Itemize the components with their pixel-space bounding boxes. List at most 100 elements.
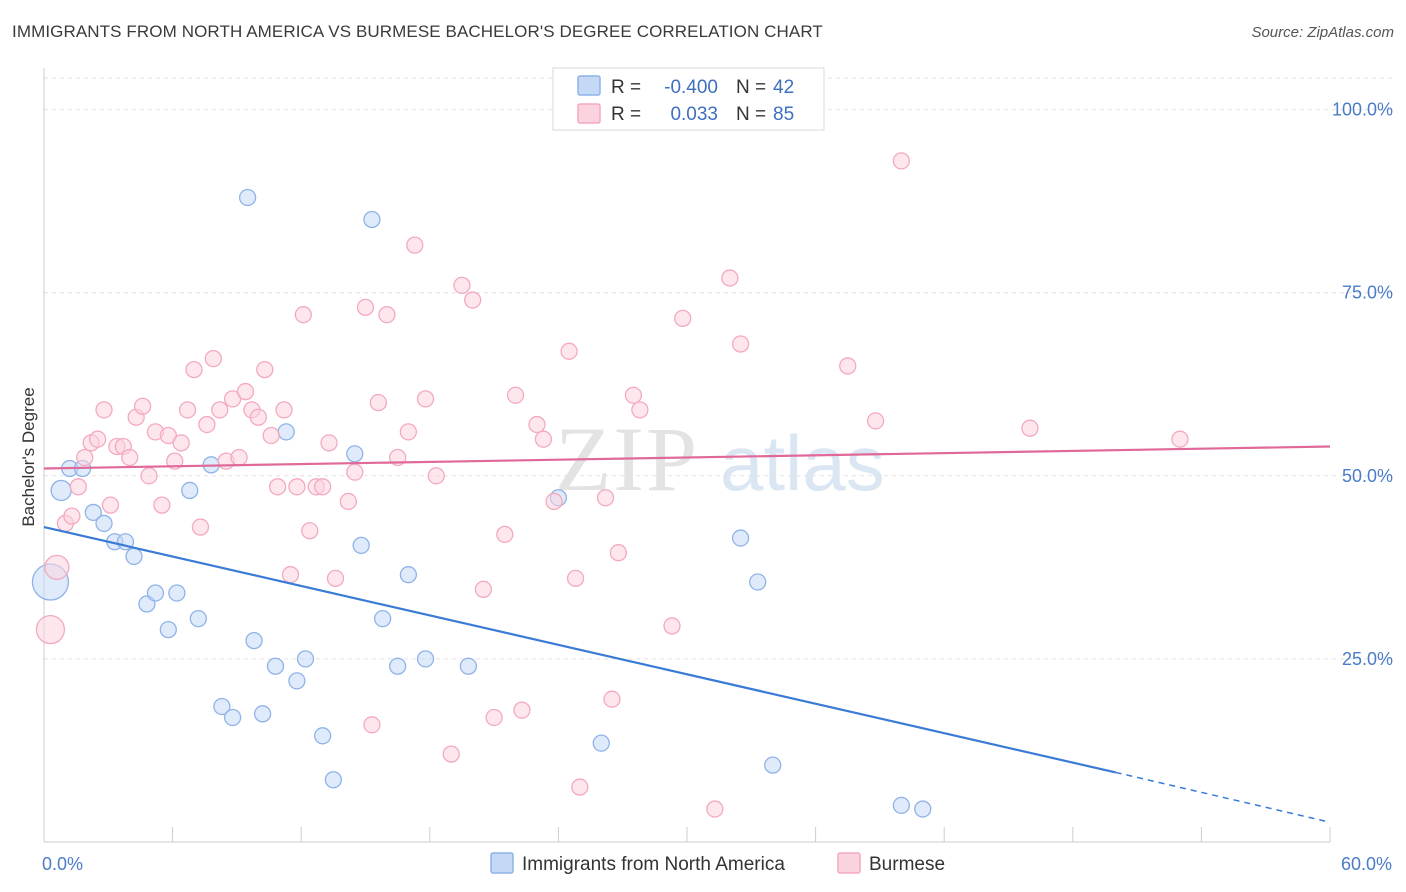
data-point bbox=[223, 708, 242, 727]
data-point bbox=[513, 701, 531, 719]
data-point bbox=[1171, 430, 1189, 448]
chart-source: Source: ZipAtlas.com bbox=[1251, 24, 1394, 41]
trend-line-burmese bbox=[43, 445, 1331, 470]
data-point bbox=[346, 463, 364, 481]
data-point bbox=[474, 580, 493, 598]
data-point bbox=[609, 544, 628, 562]
data-point bbox=[44, 554, 70, 581]
legend-n-value-pink: 85 bbox=[773, 104, 794, 125]
data-point bbox=[663, 617, 681, 635]
trend-line-immigrants-extension bbox=[1115, 771, 1331, 823]
data-point bbox=[346, 445, 364, 463]
data-point bbox=[363, 716, 381, 734]
y-axis-title: Bachelor's Degree bbox=[19, 387, 38, 526]
data-point bbox=[839, 357, 857, 375]
legend-box: R = -0.400 N = 42 R = 0.033 N = 85 bbox=[552, 67, 825, 131]
legend-swatch-blue bbox=[577, 75, 601, 96]
data-point bbox=[603, 690, 621, 708]
data-point bbox=[506, 386, 525, 404]
data-point bbox=[178, 401, 197, 419]
data-point bbox=[69, 478, 87, 496]
data-point bbox=[268, 478, 287, 496]
series-burmese-points bbox=[35, 152, 1189, 818]
data-point bbox=[159, 426, 177, 445]
data-point bbox=[185, 360, 203, 379]
x-tick-marks bbox=[43, 827, 1331, 842]
trend-line-immigrants bbox=[43, 526, 1116, 774]
data-point bbox=[313, 727, 332, 745]
data-point bbox=[230, 448, 248, 467]
data-point bbox=[731, 335, 750, 353]
legend-r-label-blue: R = bbox=[611, 77, 641, 98]
data-point bbox=[339, 492, 358, 511]
data-point bbox=[301, 522, 319, 540]
data-point bbox=[674, 309, 692, 327]
data-point bbox=[363, 210, 381, 229]
data-point bbox=[296, 650, 315, 668]
data-point bbox=[277, 423, 295, 441]
data-point bbox=[191, 518, 210, 536]
data-point bbox=[211, 401, 229, 419]
data-point bbox=[592, 734, 610, 752]
data-point bbox=[416, 390, 435, 408]
data-point bbox=[262, 426, 280, 445]
series-immigrants-points bbox=[31, 188, 932, 818]
data-point bbox=[313, 478, 332, 496]
data-point bbox=[275, 401, 293, 419]
data-point bbox=[596, 489, 615, 507]
data-point bbox=[369, 393, 388, 412]
data-point bbox=[204, 349, 222, 368]
data-point bbox=[213, 697, 231, 716]
x-tick-label-min: 0.0% bbox=[42, 854, 83, 874]
legend-r-label-pink: R = bbox=[611, 104, 641, 125]
data-point bbox=[153, 496, 171, 514]
data-point bbox=[624, 386, 643, 404]
data-point bbox=[545, 492, 563, 511]
data-point bbox=[121, 448, 139, 467]
data-point bbox=[146, 584, 165, 602]
data-point bbox=[63, 507, 81, 525]
y-tick-label: 50.0% bbox=[1342, 466, 1393, 486]
legend-r-value-blue: -0.400 bbox=[664, 77, 718, 98]
legend-n-value-blue: 42 bbox=[773, 77, 794, 98]
chart-title: IMMIGRANTS FROM NORTH AMERICA VS BURMESE… bbox=[12, 22, 823, 41]
data-point bbox=[459, 657, 478, 675]
data-point bbox=[892, 796, 910, 815]
data-point bbox=[324, 771, 343, 789]
data-point bbox=[84, 503, 102, 522]
data-point bbox=[378, 306, 396, 324]
data-point bbox=[914, 800, 932, 818]
data-point bbox=[253, 705, 272, 723]
data-point bbox=[399, 566, 418, 584]
data-point bbox=[566, 569, 585, 587]
data-point bbox=[50, 479, 72, 502]
trend-lines bbox=[43, 445, 1331, 823]
data-point bbox=[236, 382, 255, 401]
data-point bbox=[706, 800, 724, 818]
data-point bbox=[198, 415, 216, 434]
data-point bbox=[249, 408, 267, 426]
bottom-legend-label-blue: Immigrants from North America bbox=[522, 854, 785, 875]
data-point bbox=[571, 778, 589, 796]
data-point bbox=[721, 269, 739, 287]
y-tick-label: 100.0% bbox=[1332, 100, 1393, 120]
data-point bbox=[288, 672, 306, 690]
legend-n-label-blue: N = bbox=[736, 77, 766, 98]
bottom-legend-label-pink: Burmese bbox=[869, 854, 945, 875]
data-point bbox=[245, 631, 263, 650]
data-point bbox=[256, 360, 274, 379]
data-point bbox=[288, 478, 306, 496]
data-point bbox=[427, 467, 445, 485]
data-point bbox=[406, 236, 424, 254]
bottom-legend: Immigrants from North America Burmese bbox=[490, 852, 945, 875]
data-point bbox=[35, 614, 66, 645]
data-point bbox=[631, 401, 649, 419]
data-point bbox=[172, 434, 190, 452]
data-point bbox=[189, 609, 207, 628]
data-point bbox=[76, 448, 94, 467]
data-point bbox=[485, 708, 503, 727]
data-point bbox=[496, 525, 514, 544]
bottom-legend-swatch-blue bbox=[490, 852, 514, 874]
data-point bbox=[326, 569, 345, 587]
